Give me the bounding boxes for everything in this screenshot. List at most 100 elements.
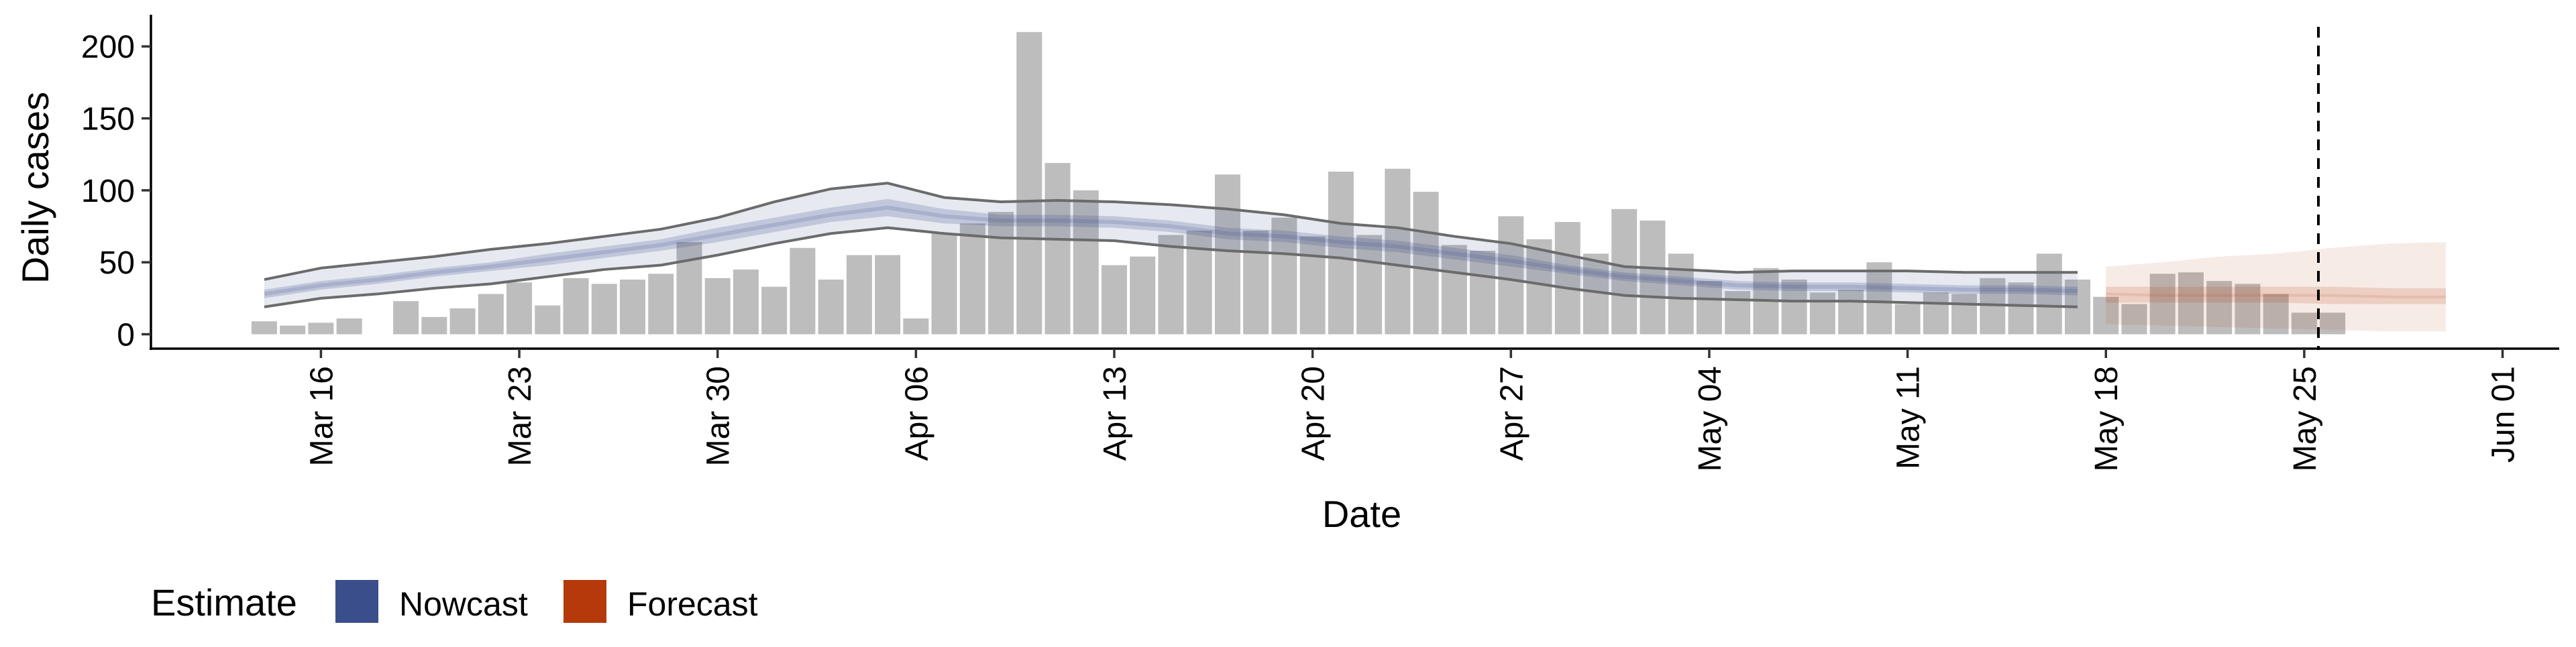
x-axis-title: Date [1322,493,1401,535]
case-bar [1101,265,1128,335]
case-bar [280,325,306,335]
legend-label-nowcast: Nowcast [399,585,528,623]
case-bar [2235,284,2261,335]
case-bar [2263,294,2289,335]
case-bar [1243,230,1269,335]
y-tick-label: 50 [99,245,135,281]
case-bar [2036,253,2062,335]
x-tick-label: May 11 [1891,366,1927,469]
x-tick-label: Apr 27 [1494,366,1529,461]
case-bar [1809,292,1835,335]
y-tick-label: 150 [81,102,135,137]
case-bar [648,274,674,335]
case-bar [336,318,362,335]
case-bar [393,301,419,335]
case-bar [2206,281,2233,335]
case-bar [563,278,589,335]
case-bar [2149,274,2176,335]
case-bar [2291,312,2317,335]
case-bar [1668,253,1694,335]
x-tick-label: Apr 13 [1097,366,1133,461]
y-tick-label: 100 [81,174,135,209]
case-bar [846,255,872,335]
x-tick-label: Mar 16 [304,366,339,466]
case-bar [733,269,759,335]
case-bar [1130,256,1156,335]
case-bar [1158,235,1184,335]
case-bar [1498,216,1524,335]
case-bar [1044,163,1071,335]
legend-title: Estimate [151,581,297,624]
forecast-50-band [2106,286,2447,304]
case-bar [506,282,533,335]
case-bar [1470,251,1496,335]
case-bar [704,278,731,335]
x-tick-label: Apr 20 [1296,366,1332,461]
case-bar [1554,222,1580,335]
plot-area [251,27,2447,350]
case-bar [619,279,646,335]
case-bar [1838,289,1864,335]
nowcast-50-band [264,198,2078,298]
case-bar [1016,32,1042,335]
y-tick-label: 200 [81,30,135,65]
case-bar [1526,239,1552,335]
case-bar [1611,209,1638,335]
case-bar [1271,217,1297,335]
case-bar [761,286,788,335]
legend: Estimate Nowcast Forecast [151,580,758,624]
nowcast-lower-line [264,226,2078,308]
case-bar [421,316,447,335]
x-tick-label: Apr 06 [899,366,934,461]
legend-key-nowcast [335,580,378,623]
case-bar [251,321,277,335]
legend-label-forecast: Forecast [627,585,758,623]
case-bar [2008,282,2034,335]
case-bar [1413,192,1439,335]
nowcast-90-band [264,183,2078,307]
case-bar [591,284,617,335]
case-bar [1866,262,1892,335]
x-tick-label: May 18 [2089,366,2125,471]
y-tick-label: 0 [117,318,135,353]
case-bar [308,322,334,335]
forecast-median-line [2106,292,2447,298]
case-bar [875,255,901,335]
case-bar [1640,220,1666,335]
y-axis-title: Daily cases [14,92,56,284]
x-tick-label: Mar 23 [502,366,538,466]
x-tick-label: Mar 30 [701,366,737,466]
case-bar [1781,279,1807,335]
x-tick-label: May 25 [2288,366,2323,471]
case-bar [1214,174,1240,335]
case-bar [449,308,476,335]
case-bar [1696,281,1722,335]
x-tick-label: Jun 01 [2486,366,2522,463]
case-bar [1299,236,1326,335]
axes: Daily cases Date 0 50 100 150 200 Mar 16 Mar 2… [14,15,2559,535]
case-bar [818,279,844,335]
nowcast-upper-line [264,182,2078,281]
legend-key-forecast [564,580,606,623]
case-bar [1923,292,1949,335]
case-bar [1951,294,1978,335]
case-bar [1073,190,1099,335]
case-bar [790,247,816,335]
case-bar [1894,304,1921,335]
case-bar [1328,171,1354,335]
case-bar [2093,296,2119,335]
case-bar [2320,312,2346,335]
x-tick-label: May 04 [1693,366,1728,471]
case-bar [931,233,957,335]
case-bar [478,294,504,335]
case-bar [1441,245,1467,335]
case-bar [1385,168,1411,335]
case-bar [535,305,561,335]
case-bar [2121,304,2147,335]
case-bar [903,318,929,335]
nowcast-median-line [264,205,2078,296]
case-bar [959,223,985,335]
case-bar [1356,235,1383,335]
